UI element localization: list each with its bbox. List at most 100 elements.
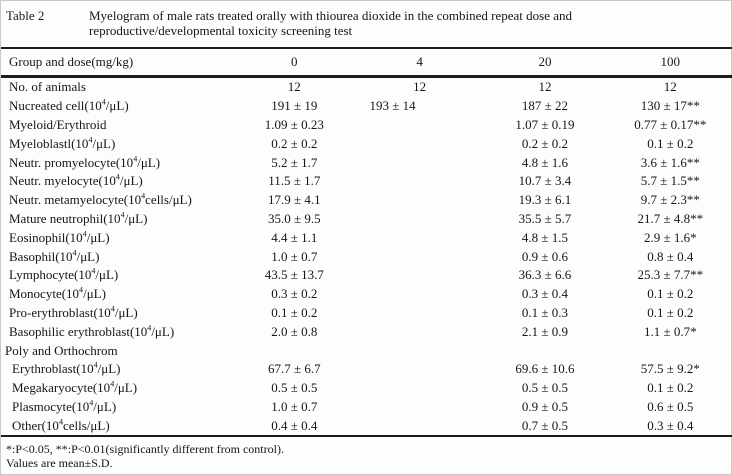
- cell-value: 0.1 ± 0.3: [521, 304, 569, 320]
- cell-value: 19.3 ± 6.1: [518, 192, 572, 208]
- cell-value: [357, 397, 482, 416]
- row-label: Pro-erythroblast(104/μL): [9, 304, 138, 320]
- cell-value: 11.5 ± 1.7: [268, 173, 321, 189]
- cell-value: 0.3 ± 0.2: [271, 286, 318, 302]
- cell-value: 36.3 ± 6.6: [518, 267, 572, 283]
- table-row: Neutr. promyelocyte(104/μL) 5.2 ± 1.7 4.8 …: [1, 153, 732, 172]
- cell-value: 43.5 ± 13.7: [264, 267, 324, 283]
- column-header-dose: 4: [416, 54, 423, 70]
- cell-value: 0.77 ± 0.17**: [634, 116, 707, 132]
- cell-value: 5.2 ± 1.7: [271, 154, 318, 170]
- cell-value: 1.07 ± 0.19: [515, 116, 575, 132]
- cell-value: 1.1 ± 0.7*: [643, 323, 697, 339]
- cell-value: 10.7 ± 3.4: [518, 173, 572, 189]
- table-row: Basophil(104/μL) 1.0 ± 0.7 0.9 ± 0.6 0.8 ± …: [1, 247, 732, 266]
- cell-value: 187 ± 22: [521, 98, 569, 114]
- cell-value: [357, 171, 482, 190]
- table-number-label: Table 2: [6, 8, 45, 23]
- cell-value: [357, 265, 482, 284]
- cell-value: 0.5 ± 0.5: [521, 380, 569, 396]
- cell-value: [357, 359, 482, 378]
- row-label: Myeloblastl(104/μL): [9, 135, 116, 151]
- cell-value: 57.5 ± 9.2*: [640, 361, 700, 377]
- cell-value: 12: [538, 79, 552, 95]
- footnotes: *:P<0.05, **:P<0.01(significantly differ…: [6, 442, 731, 470]
- table-title: Myelogram of male rats treated orally wi…: [89, 8, 725, 38]
- row-label: Poly and Orthochrom: [5, 342, 118, 358]
- cell-value: 130 ± 17**: [640, 98, 700, 114]
- table-row: Pro-erythroblast(104/μL) 0.1 ± 0.2 0.1 ± 0…: [1, 303, 732, 322]
- myelogram-table: Group and dose(mg/kg) 0 4 20 100 No. of ani…: [1, 47, 732, 437]
- cell-value: [357, 378, 482, 397]
- table-row: Nucreated cell(104/μL) 191 ± 19 193 ± 14 18…: [1, 96, 732, 115]
- cell-value: 191 ± 19: [271, 98, 318, 114]
- cell-value: [357, 115, 482, 134]
- row-label: Plasmocyte(104/μL): [12, 398, 117, 414]
- cell-value: [357, 303, 482, 322]
- column-header-dose: 0: [291, 54, 298, 70]
- cell-value: [357, 247, 482, 266]
- footnote-significance: *:P<0.05, **:P<0.01(significantly differ…: [6, 441, 284, 456]
- cell-value: 0.6 ± 0.5: [647, 398, 694, 414]
- row-label: Nucreated cell(104/μL): [9, 97, 129, 114]
- row-label: Erythroblast(104/μL): [12, 361, 121, 377]
- cell-value: 12: [287, 79, 301, 95]
- table-row: Myeloblastl(104/μL) 0.2 ± 0.2 0.2 ± 0.2 0.1…: [1, 134, 732, 153]
- cell-value: 3.6 ± 1.6**: [640, 154, 700, 170]
- table-row: Lymphocyte(104/μL) 43.5 ± 13.7 36.3 ± 6.6 2…: [1, 265, 732, 284]
- table-title-line1: Myelogram of male rats treated orally wi…: [89, 8, 573, 23]
- table-row: Eosinophil(104/μL) 4.4 ± 1.1 4.8 ± 1.5 2.9 …: [1, 228, 732, 247]
- cell-value: 0.2 ± 0.2: [271, 135, 318, 151]
- cell-value: 0.7 ± 0.5: [521, 417, 569, 433]
- cell-value: 0.9 ± 0.6: [521, 248, 569, 264]
- table-body: No. of animals 12 12 12 12 Nucreated cell(104…: [1, 76, 732, 436]
- table-row: Other(104cells/μL) 0.4 ± 0.4 0.7 ± 0.5 0.3 …: [1, 416, 732, 436]
- cell-value: 0.5 ± 0.5: [271, 380, 318, 396]
- cell-value: 0.1 ± 0.2: [271, 304, 318, 320]
- cell-value: 12: [663, 79, 677, 95]
- cell-value: 35.0 ± 9.5: [267, 210, 321, 226]
- table-header-row: Group and dose(mg/kg) 0 4 20 100: [1, 48, 732, 76]
- cell-value: 12: [413, 79, 427, 95]
- row-label: Eosinophil(104/μL): [9, 229, 110, 245]
- cell-value: 0.1 ± 0.2: [647, 304, 694, 320]
- cell-value: 0.1 ± 0.2: [647, 135, 694, 151]
- cell-value: [357, 153, 482, 172]
- row-label: Neutr. promyelocyte(104/μL): [9, 154, 161, 170]
- cell-value: [357, 341, 482, 360]
- row-label: Neutr. metamyelocyte(104cells/μL): [9, 191, 192, 208]
- table-row: Megakaryocyte(104/μL) 0.5 ± 0.5 0.5 ± 0.5 0…: [1, 378, 732, 397]
- row-label: Monocyte(104/μL): [9, 285, 106, 302]
- row-label: Lymphocyte(104/μL): [9, 267, 119, 283]
- table-row: Poly and Orthochrom: [1, 341, 732, 360]
- table-row: Mature neutrophil(104/μL) 35.0 ± 9.5 35.5 …: [1, 209, 732, 228]
- cell-value: [608, 341, 732, 360]
- footnote-values: Values are mean±S.D.: [6, 455, 113, 470]
- cell-value: 1.09 ± 0.23: [264, 116, 324, 132]
- cell-value: 2.1 ± 0.9: [521, 323, 569, 339]
- cell-value: 0.9 ± 0.5: [521, 398, 569, 414]
- table-row: Basophilic erythroblast(104/μL) 2.0 ± 0.8…: [1, 322, 732, 341]
- cell-value: [357, 322, 482, 341]
- cell-value: [357, 190, 482, 209]
- cell-value: 0.2 ± 0.2: [521, 135, 569, 151]
- cell-value: 25.3 ± 7.7**: [637, 267, 704, 283]
- cell-value: 69.6 ± 10.6: [515, 361, 575, 377]
- cell-value: 5.7 ± 1.5**: [640, 173, 700, 189]
- table-row: No. of animals 12 12 12 12: [1, 76, 732, 96]
- cell-value: [357, 416, 482, 436]
- table-row: Erythroblast(104/μL) 67.7 ± 6.7 69.6 ± 10.…: [1, 359, 732, 378]
- cell-value: [357, 284, 482, 303]
- row-label: Basophil(104/μL): [9, 248, 100, 264]
- cell-value: 9.7 ± 2.3**: [640, 192, 700, 208]
- row-label: Other(104cells/μL): [12, 417, 110, 433]
- cell-value: [357, 228, 482, 247]
- cell-value: 0.8 ± 0.4: [647, 248, 694, 264]
- table-row: Plasmocyte(104/μL) 1.0 ± 0.7 0.9 ± 0.5 0.6 …: [1, 397, 732, 416]
- cell-value: 21.7 ± 4.8**: [637, 210, 704, 226]
- cell-value: 0.3 ± 0.4: [647, 417, 694, 433]
- cell-value: [232, 341, 357, 360]
- row-label: No. of animals: [9, 79, 86, 95]
- row-label: Mature neutrophil(104/μL): [9, 210, 148, 226]
- cell-value: 4.8 ± 1.6: [521, 154, 569, 170]
